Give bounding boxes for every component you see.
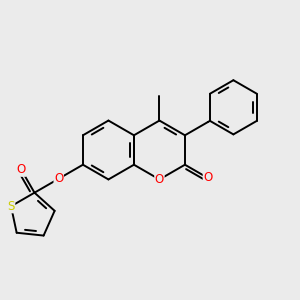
Text: O: O — [16, 163, 26, 176]
Text: O: O — [203, 172, 212, 184]
Text: O: O — [54, 172, 63, 185]
Text: O: O — [155, 173, 164, 186]
Text: S: S — [7, 200, 15, 213]
